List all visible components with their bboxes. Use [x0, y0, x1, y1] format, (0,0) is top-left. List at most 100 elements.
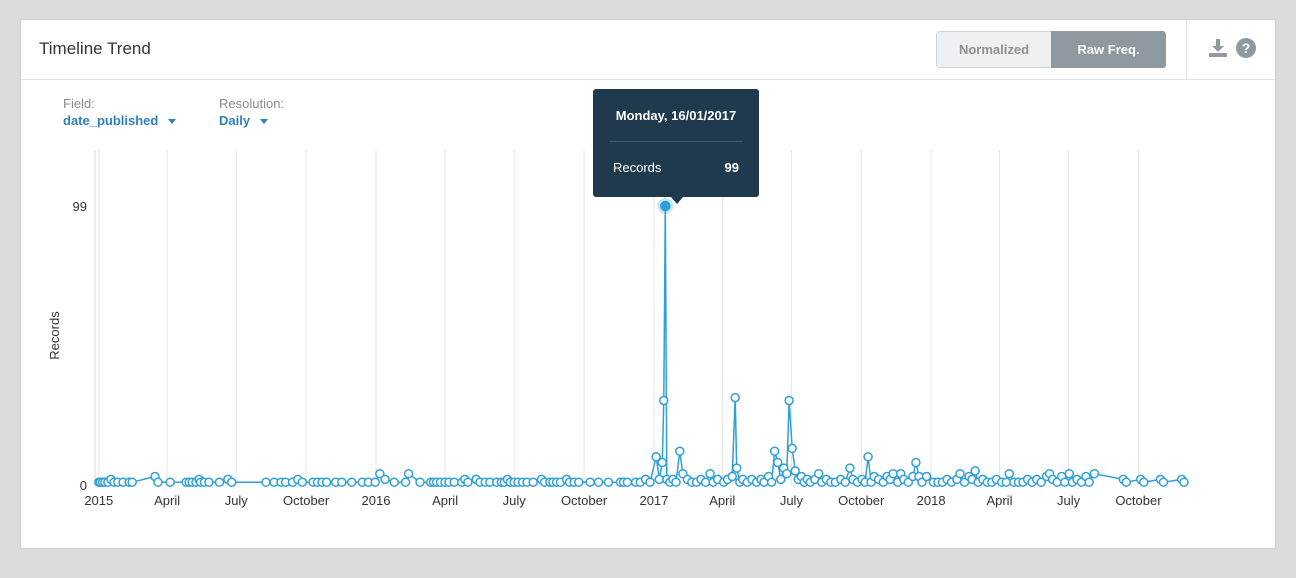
resolution-label: Resolution:	[219, 96, 285, 111]
card-title: Timeline Trend	[39, 39, 151, 58]
tooltip-value: 99	[724, 160, 739, 175]
x-tick-label: April	[986, 493, 1012, 508]
data-point	[226, 477, 237, 487]
chevron-down-icon	[168, 119, 177, 125]
field-dropdown[interactable]: date_published	[63, 113, 177, 128]
data-point	[1089, 468, 1100, 479]
x-tick-label: 2016	[362, 493, 391, 508]
x-tick-label: July	[780, 493, 804, 508]
data-point	[955, 468, 965, 479]
data-point	[1179, 477, 1189, 487]
data-point	[204, 477, 214, 487]
data-point	[214, 477, 225, 487]
field-control: Field: date_published	[63, 96, 177, 130]
data-point	[790, 466, 800, 476]
x-tick-label: April	[154, 493, 180, 508]
data-point	[528, 477, 538, 487]
data-point	[1036, 477, 1046, 487]
data-point	[1121, 477, 1132, 487]
data-point	[1139, 477, 1149, 487]
x-tick-label: July	[1057, 493, 1081, 508]
x-tick-label: 2017	[639, 493, 668, 508]
data-point	[321, 477, 332, 487]
x-tick-label: October	[561, 493, 608, 508]
data-point	[337, 477, 347, 487]
data-point	[813, 468, 824, 479]
x-tick-label: April	[432, 493, 458, 508]
data-point	[585, 477, 595, 487]
data-point	[415, 477, 425, 487]
x-tick-label: October	[283, 493, 330, 508]
data-point	[1158, 477, 1169, 487]
data-point	[346, 477, 357, 487]
raw-freq-button[interactable]: Raw Freq.	[1051, 31, 1166, 68]
y-tick-label: 99	[73, 199, 87, 214]
card-header: Timeline Trend Normalized Raw Freq. ?	[21, 20, 1275, 80]
data-point	[727, 471, 737, 482]
data-point	[766, 477, 777, 487]
data-point	[651, 452, 661, 462]
data-point	[840, 477, 851, 487]
data-point	[1084, 477, 1094, 487]
x-tick-label: October	[838, 493, 885, 508]
data-point	[1004, 468, 1015, 479]
data-point	[380, 474, 390, 485]
data-point	[449, 477, 459, 487]
tooltip-date: Monday, 16/01/2017	[615, 108, 737, 123]
data-point	[769, 446, 780, 456]
header-divider	[1186, 20, 1187, 79]
resolution-control: Resolution: Daily	[219, 96, 284, 130]
x-tick-label: 2018	[917, 493, 946, 508]
data-point	[1001, 477, 1012, 487]
data-point	[863, 452, 873, 462]
data-point	[730, 392, 740, 403]
data-point	[1064, 468, 1075, 479]
data-point	[165, 477, 175, 487]
help-icon[interactable]: ?	[1235, 37, 1257, 59]
data-point	[370, 477, 380, 487]
x-tick-label: July	[225, 493, 249, 508]
download-icon[interactable]	[1207, 37, 1229, 59]
data-point	[297, 477, 308, 487]
data-point	[127, 477, 137, 487]
data-point	[593, 477, 604, 487]
x-tick-label: 2015	[84, 493, 113, 508]
resolution-dropdown[interactable]: Daily	[219, 113, 269, 128]
data-point	[389, 477, 399, 487]
resolution-value: Daily	[219, 113, 251, 128]
svg-text:?: ?	[1242, 40, 1251, 56]
data-point	[970, 466, 980, 476]
data-point	[675, 446, 685, 456]
y-axis-title: Records	[47, 311, 62, 360]
tooltip-divider	[609, 141, 743, 142]
field-value: date_published	[63, 113, 159, 128]
data-point	[403, 468, 414, 479]
data-point	[845, 463, 855, 473]
data-point	[603, 477, 614, 487]
data-point	[1060, 477, 1070, 487]
data-point	[776, 474, 786, 485]
tooltip-series-label: Records	[613, 160, 662, 175]
x-tick-label: October	[1115, 493, 1162, 508]
data-point	[731, 463, 742, 473]
timeline-chart: 2015 April July October 2016 April July October…	[47, 150, 1189, 508]
data-point	[463, 477, 473, 487]
data-point	[782, 468, 792, 479]
timeline-card: Timeline Trend Normalized Raw Freq. ? Fi…	[20, 19, 1276, 549]
data-point	[153, 477, 163, 487]
normalized-button[interactable]: Normalized	[936, 31, 1051, 68]
data-point	[787, 443, 797, 454]
data-point	[261, 477, 271, 487]
data-point	[659, 395, 669, 406]
data-point	[574, 477, 584, 487]
tooltip-arrow	[671, 197, 683, 204]
data-point	[921, 471, 932, 482]
data-point	[772, 457, 783, 468]
data-point	[911, 457, 921, 468]
data-point	[375, 468, 385, 479]
data-point	[400, 477, 411, 487]
field-label: Field:	[63, 96, 95, 111]
y-tick-label: 0	[80, 478, 87, 493]
data-point	[645, 477, 655, 487]
frequency-toggle: Normalized Raw Freq.	[936, 31, 1166, 68]
